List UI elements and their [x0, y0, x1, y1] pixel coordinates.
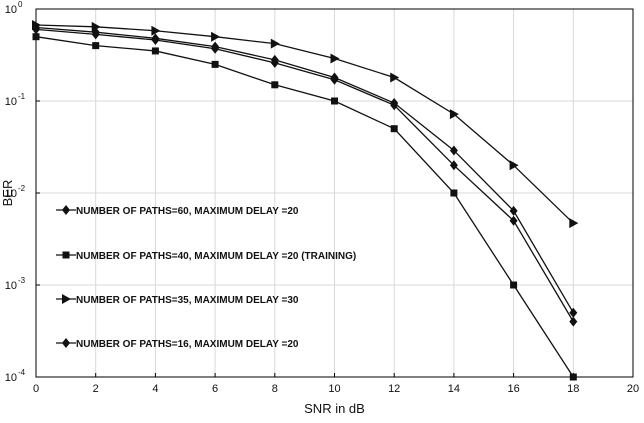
data-point	[331, 97, 338, 105]
y-tick-exponent: -3	[18, 276, 26, 285]
x-tick-label: 4	[152, 383, 158, 395]
data-point	[509, 215, 518, 226]
x-tick-label: 2	[93, 383, 99, 395]
data-point	[510, 281, 518, 289]
legend-label: NUMBER OF PATHS=16, MAXIMUM DELAY =20	[76, 339, 299, 350]
data-point	[211, 60, 219, 68]
y-tick-exponent: -2	[18, 184, 26, 193]
series-line	[35, 36, 574, 378]
x-tick-label: 20	[627, 383, 639, 395]
y-tick-label: 10	[5, 372, 17, 384]
data-point	[271, 81, 279, 89]
y-tick-exponent: 0	[18, 0, 23, 9]
legend-item: NUMBER OF PATHS=16, MAXIMUM DELAY =20	[56, 338, 299, 350]
data-point	[151, 33, 160, 44]
data-point	[569, 373, 577, 381]
data-point	[569, 316, 578, 327]
x-tick-label: 6	[212, 383, 218, 395]
legend-marker	[62, 294, 71, 304]
legend: NUMBER OF PATHS=60, MAXIMUM DELAY =20 NUM…	[56, 205, 356, 350]
y-axis-label: BER	[0, 180, 15, 207]
data-point	[390, 98, 399, 109]
data-point	[151, 25, 161, 36]
series-line	[35, 24, 574, 224]
series-3	[32, 20, 579, 229]
series-4	[32, 22, 578, 318]
series-line	[35, 28, 574, 322]
data-point	[151, 47, 159, 55]
x-tick-label: 18	[567, 383, 579, 395]
data-point	[270, 38, 280, 49]
data-point	[390, 125, 398, 133]
data-point	[211, 41, 220, 52]
data-point	[569, 218, 579, 229]
y-tick-label: 10	[5, 188, 17, 200]
x-axis: 0 2 4 6 8 10 12 14 16 18 20	[33, 373, 639, 395]
legend-label: NUMBER OF PATHS=35, MAXIMUM DELAY =30	[76, 295, 299, 306]
data-point	[211, 31, 221, 42]
data-point	[449, 109, 459, 120]
x-tick-label: 12	[388, 383, 400, 395]
data-point	[32, 33, 40, 41]
x-tick-label: 8	[272, 383, 278, 395]
series-1	[32, 24, 578, 327]
legend-marker	[62, 205, 70, 215]
x-tick-label: 0	[33, 383, 39, 395]
x-axis-label: SNR in dB	[304, 401, 365, 416]
legend-marker	[62, 251, 70, 259]
data-point	[92, 42, 100, 50]
legend-item: NUMBER OF PATHS=35, MAXIMUM DELAY =30	[56, 294, 299, 306]
data-point	[390, 72, 400, 83]
data-point	[270, 54, 279, 65]
data-point	[509, 160, 519, 171]
legend-label: NUMBER OF PATHS=60, MAXIMUM DELAY =20	[76, 206, 299, 217]
y-tick-label: 10	[5, 96, 17, 108]
data-point	[509, 205, 518, 216]
legend-item: NUMBER OF PATHS=40, MAXIMUM DELAY =20 (T…	[56, 251, 356, 262]
series-2	[32, 33, 577, 381]
x-tick-label: 10	[328, 383, 340, 395]
data-point	[449, 145, 458, 156]
x-tick-label: 16	[507, 383, 519, 395]
y-tick-label: 10	[5, 4, 17, 16]
data-point	[330, 72, 339, 83]
data-point	[32, 22, 40, 33]
data-point	[91, 27, 100, 38]
series-line	[35, 26, 574, 314]
y-tick-exponent: -4	[18, 368, 26, 377]
data-point	[91, 21, 101, 32]
data-point	[330, 53, 340, 64]
series-group	[32, 20, 579, 381]
legend-marker	[62, 338, 70, 348]
data-point	[450, 189, 458, 197]
legend-label: NUMBER OF PATHS=40, MAXIMUM DELAY =20 (T…	[76, 251, 356, 262]
y-tick-label: 10	[5, 280, 17, 292]
grid	[35, 8, 634, 378]
x-tick-label: 14	[448, 383, 460, 395]
data-point	[449, 160, 458, 171]
data-point	[569, 307, 578, 318]
y-tick-exponent: -1	[18, 92, 26, 101]
legend-item: NUMBER OF PATHS=60, MAXIMUM DELAY =20	[56, 205, 299, 217]
